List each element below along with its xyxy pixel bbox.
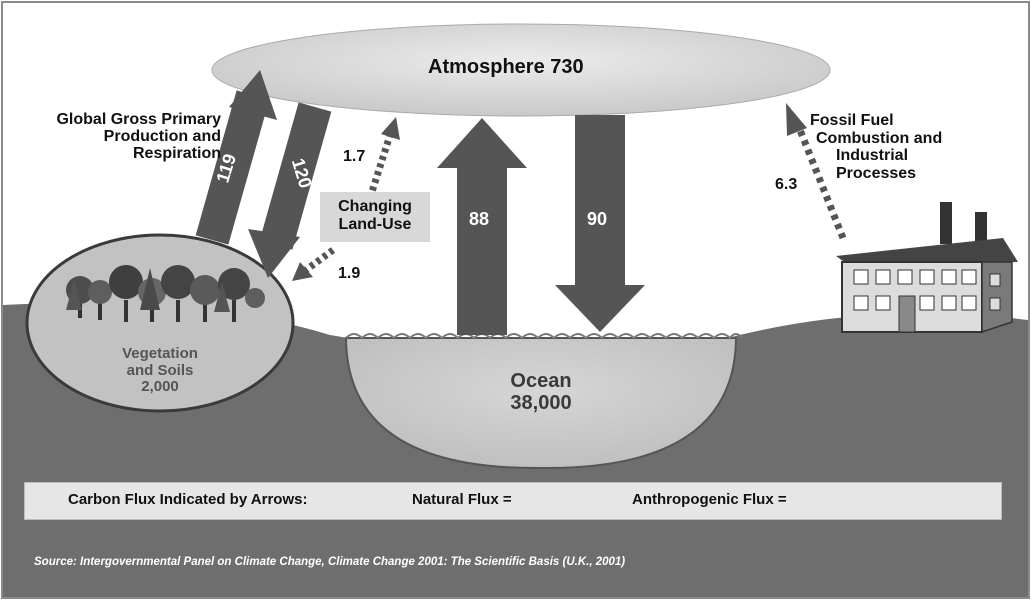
gpp-label-line-2: Production and (56, 129, 221, 146)
source-suffix: (U.K., 2001) (559, 556, 625, 568)
source-citation: Source: Intergovernmental Panel on Clima… (34, 556, 625, 569)
land-use-down-value: 1.9 (338, 265, 360, 283)
ocean-up-value: 88 (469, 210, 489, 230)
fossil-label: Fossil Fuel Combustion and Industrial Pr… (810, 112, 942, 182)
land-use-label: Changing Land-Use (320, 198, 430, 233)
atmosphere-label: Atmosphere 730 (428, 56, 584, 78)
vegetation-label: Vegetation and Soils 2,000 (85, 346, 235, 396)
gpp-label-line-3: Respiration (56, 146, 221, 163)
gpp-label-line-1: Global Gross Primary (56, 112, 221, 129)
ocean-label: Ocean 38,000 (461, 370, 621, 414)
legend-title: Carbon Flux Indicated by Arrows: (68, 492, 307, 509)
source-prefix: Source: Intergovernmental Panel on Clima… (34, 556, 328, 568)
gpp-label: Global Gross Primary Production and Resp… (56, 112, 221, 162)
land-use-label-line-2: Land-Use (320, 216, 430, 234)
fossil-label-line-1: Fossil Fuel (810, 112, 942, 130)
source-title: Climate Change 2001: The Scientific Basi… (328, 556, 559, 568)
fossil-label-line-2: Combustion and (810, 130, 942, 148)
fossil-label-line-3: Industrial (810, 147, 942, 165)
vegetation-label-line-1: Vegetation (85, 346, 235, 363)
legend-natural-label: Natural Flux = (412, 492, 512, 509)
legend-anthropogenic-label: Anthropogenic Flux = (632, 492, 787, 509)
ocean-label-line-2: 38,000 (461, 392, 621, 414)
vegetation-label-line-2: and Soils (85, 363, 235, 380)
fossil-label-line-4: Processes (810, 165, 942, 183)
ocean-label-line-1: Ocean (461, 370, 621, 392)
land-use-up-value: 1.7 (343, 148, 365, 166)
fossil-value: 6.3 (775, 176, 797, 194)
vegetation-label-line-3: 2,000 (85, 379, 235, 396)
land-use-label-line-1: Changing (320, 198, 430, 216)
ocean-down-value: 90 (587, 210, 607, 230)
